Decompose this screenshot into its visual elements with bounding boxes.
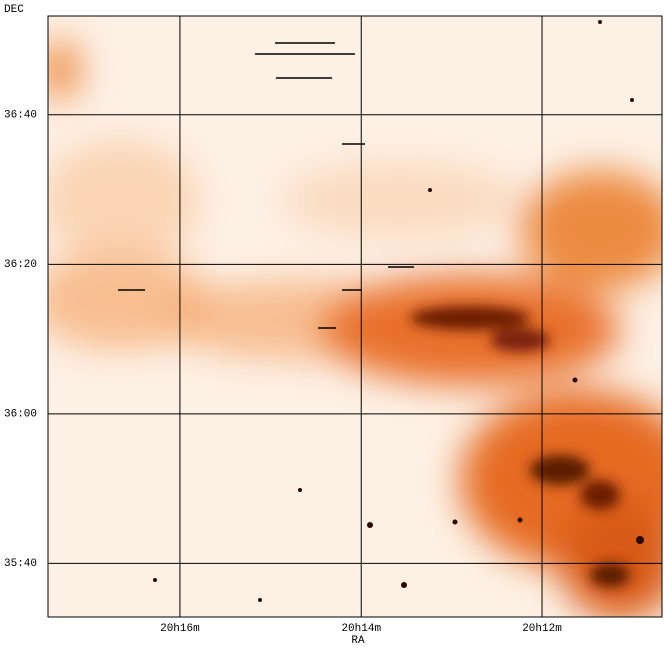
y-tick-label: 36:20	[4, 259, 37, 271]
chart: DEC RA 20h16m 20h14m 20h12m 36:40 36:20 36:00…	[0, 0, 664, 648]
sky-image	[30, 16, 664, 620]
y-tick-label: 36:00	[4, 409, 37, 421]
x-axis-label: RA	[351, 635, 365, 647]
y-tick-label: 36:40	[4, 110, 37, 122]
x-tick-label: 20h16m	[160, 623, 200, 635]
x-tick-label: 20h14m	[341, 623, 381, 635]
y-axis-label: DEC	[4, 4, 24, 16]
y-tick-label: 35:40	[4, 558, 37, 570]
x-tick-label: 20h12m	[522, 623, 562, 635]
